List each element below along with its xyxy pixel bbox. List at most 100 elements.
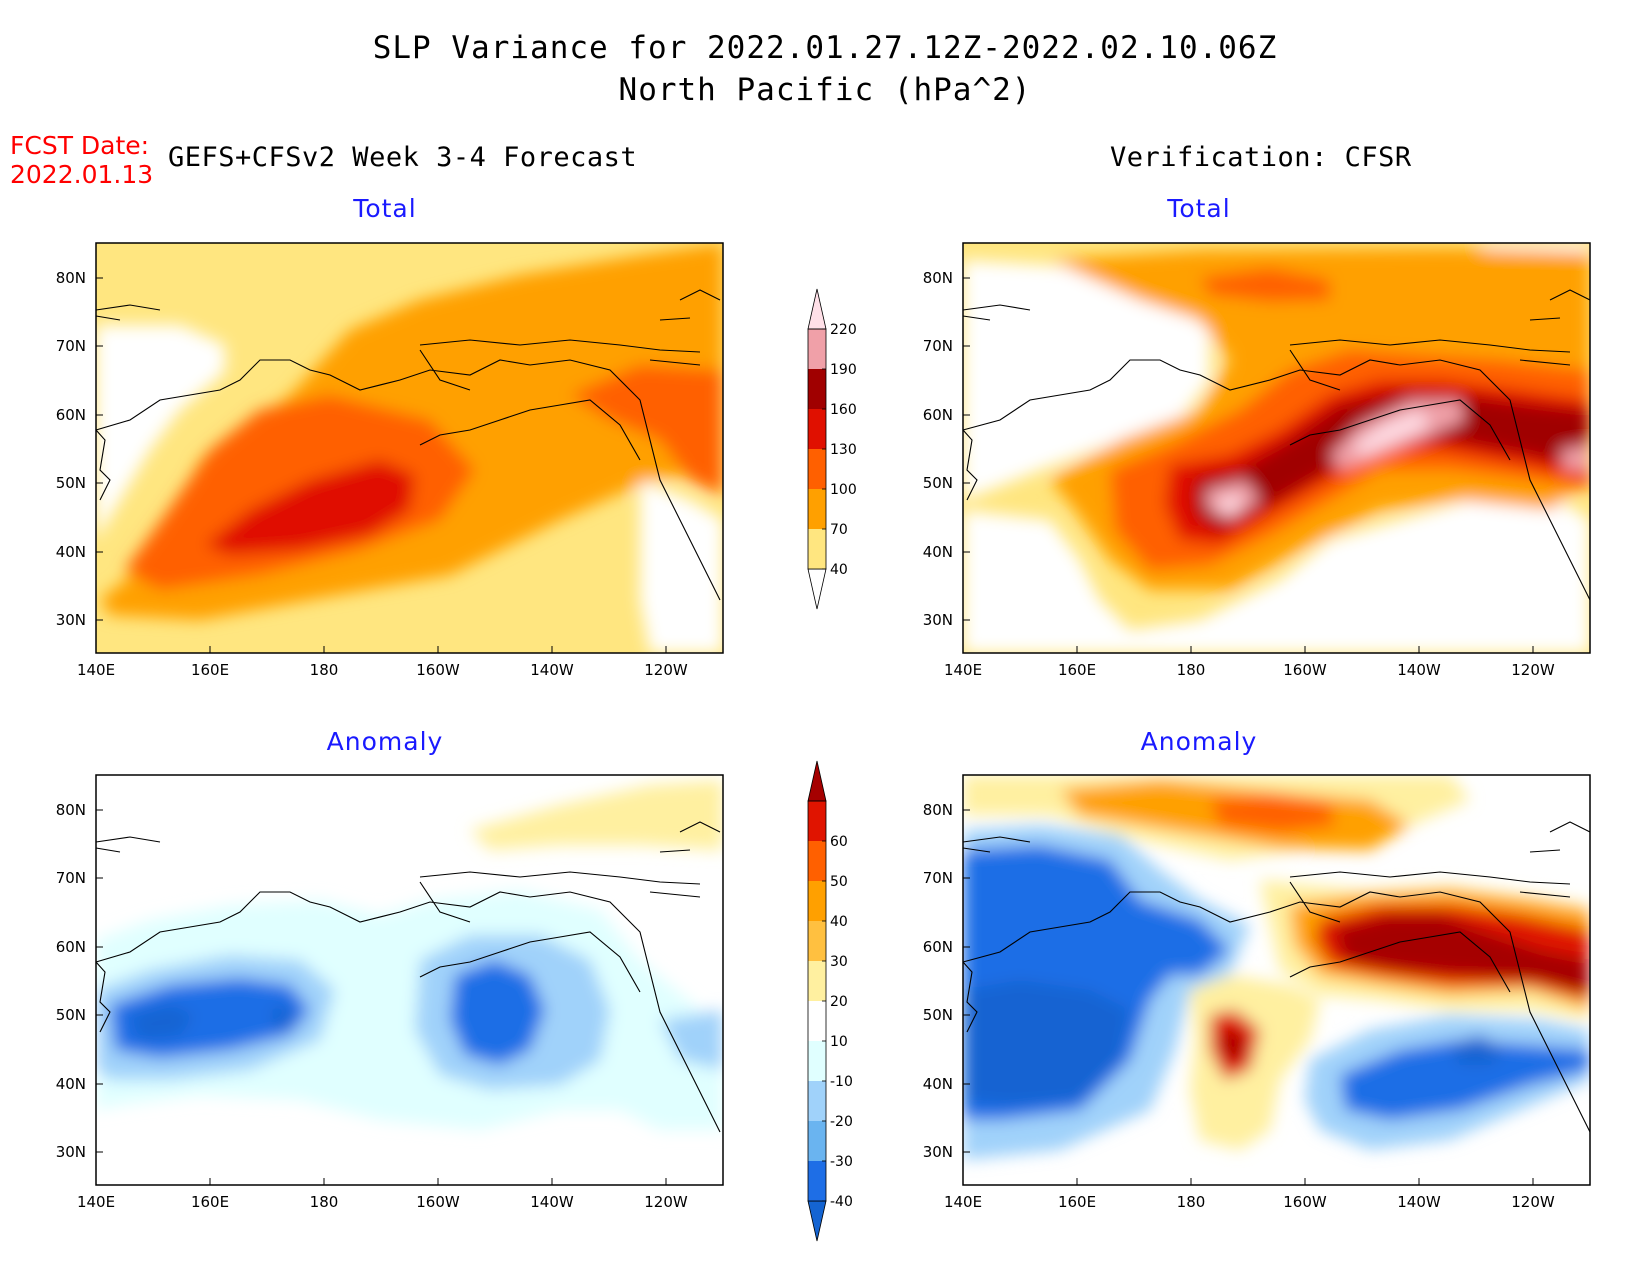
verification-anomaly-contour-50-north	[1210, 795, 1335, 832]
forecast-anomaly-lat-label: 80N	[56, 801, 86, 819]
verification-anomaly-lat-label: 30N	[923, 1143, 953, 1161]
colorbar-total: 40 70 100 130 160 190 220	[807, 288, 857, 610]
forecast-anomaly-frame	[95, 774, 724, 1186]
verification-total-white-region	[963, 260, 1210, 500]
verification-total-lat-label: 30N	[923, 611, 953, 629]
forecast-anomaly-lat-label: 70N	[56, 869, 86, 887]
colorbar-anomaly-bin	[807, 1200, 827, 1242]
verification-anomaly-ridge-core	[1220, 1030, 1245, 1062]
colorbar-total-bin	[808, 449, 826, 489]
colorbar-anomaly-label: 50	[830, 874, 848, 890]
colorbar-anomaly: -40 -30 -20 -10 10 20 30 40 50 60	[807, 760, 853, 1242]
verification-anomaly-title: Anomaly	[1140, 727, 1258, 756]
forecast-total-lat-label: 70N	[56, 337, 86, 355]
forecast-anomaly-lon-label: 160W	[416, 1193, 460, 1211]
verification-total-lon-label: 140W	[1397, 661, 1441, 679]
forecast-total-lat-label: 50N	[56, 474, 86, 492]
verification-anomaly-contour-minus40-west	[963, 980, 1130, 1105]
colorbar-anomaly-bin	[808, 1081, 826, 1121]
colorbar-anomaly-bin	[808, 1161, 826, 1201]
verification-anomaly-frame	[962, 774, 1591, 1186]
colorbar-total-label: 100	[830, 482, 857, 498]
verification-anomaly-lon-label: 140E	[944, 1193, 982, 1211]
colorbar-anomaly-label: -20	[830, 1114, 853, 1130]
forecast-column-header: GEFS+CFSv2 Week 3-4 Forecast	[168, 142, 638, 173]
colorbar-anomaly-bin	[808, 841, 826, 881]
colorbar-total-label: 40	[830, 562, 848, 578]
figure-subtitle: North Pacific (hPa^2)	[618, 72, 1032, 108]
coastline-bottom-left	[95, 821, 721, 1133]
forecast-total-lat-label: 60N	[56, 406, 86, 424]
colorbar-anomaly-bin	[808, 1001, 826, 1041]
forecast-total-title: Total	[353, 194, 417, 223]
forecast-total-lon-label: 160E	[191, 661, 229, 679]
forecast-anomaly-lon-label: 180	[310, 1193, 339, 1211]
verification-total-lon-label: 140E	[944, 661, 982, 679]
colorbar-total-bin	[808, 329, 826, 369]
forecast-total-lon-label: 180	[310, 661, 339, 679]
verification-anomaly-lon-label: 120W	[1511, 1193, 1555, 1211]
forecast-total-map	[96, 243, 723, 653]
verification-total-lat-label: 60N	[923, 406, 953, 424]
forecast-anomaly-lon-label: 140W	[530, 1193, 574, 1211]
verification-total-title: Total	[1167, 194, 1231, 223]
colorbar-anomaly-bin	[808, 1041, 826, 1081]
colorbar-total-label: 220	[830, 322, 857, 338]
coastline-top-right	[962, 289, 1591, 601]
verification-anomaly-lon-label: 160W	[1283, 1193, 1327, 1211]
colorbar-anomaly-label: -10	[830, 1074, 853, 1090]
verification-total-contour-220	[1220, 412, 1430, 512]
colorbar-anomaly-label: 30	[830, 954, 848, 970]
axis-layer: 140E 160E 180 160W 140W 120W 80N 70N 60N 50N 40N 30…	[56, 269, 1555, 1211]
forecast-anomaly-contour-minus20-coast	[660, 1010, 723, 1070]
figure-title: SLP Variance for 2022.01.27.12Z-2022.02.…	[372, 30, 1278, 66]
forecast-anomaly-contour-minus30-east	[450, 960, 545, 1065]
colorbar-total-bin	[807, 288, 827, 330]
verification-total-lat-label: 80N	[923, 269, 953, 287]
colorbar-anomaly-label: -40	[830, 1194, 853, 1210]
verification-total-lat-label: 50N	[923, 474, 953, 492]
verification-anomaly-contour-60	[1335, 915, 1590, 995]
colorbar-total-bin	[808, 529, 826, 569]
forecast-anomaly-lat-label: 40N	[56, 1075, 86, 1093]
forecast-anomaly-lat-label: 30N	[56, 1143, 86, 1161]
verification-anomaly-map	[963, 775, 1590, 1185]
forecast-anomaly-contour-minus40	[130, 1005, 295, 1040]
verification-anomaly-lon-label: 180	[1177, 1193, 1206, 1211]
verification-total-lon-label: 180	[1177, 661, 1206, 679]
colorbar-total-bin	[808, 409, 826, 449]
verification-anomaly-lon-label: 160E	[1058, 1193, 1096, 1211]
colorbar-anomaly-label: 10	[830, 1034, 848, 1050]
verification-anomaly-lat-label: 40N	[923, 1075, 953, 1093]
colorbar-anomaly-bin	[808, 1121, 826, 1161]
coastlines	[95, 289, 1591, 1133]
forecast-total-lon-label: 140E	[77, 661, 115, 679]
verification-anomaly-lat-label: 50N	[923, 1006, 953, 1024]
colorbar-total-label: 190	[830, 362, 857, 378]
forecast-total-white-region	[96, 325, 225, 540]
forecast-anomaly-map	[96, 775, 723, 1185]
forecast-anomaly-lon-label: 160E	[191, 1193, 229, 1211]
colorbar-anomaly-bin	[808, 961, 826, 1001]
verification-total-lon-label: 160E	[1058, 661, 1096, 679]
verification-total-lat-label: 70N	[923, 337, 953, 355]
forecast-date-value: 2022.01.13	[10, 160, 154, 189]
colorbar-anomaly-label: 40	[830, 914, 848, 930]
forecast-anomaly-lat-label: 60N	[56, 938, 86, 956]
verification-total-map	[963, 243, 1590, 653]
verification-anomaly-lat-label: 80N	[923, 801, 953, 819]
colorbar-anomaly-label: -30	[830, 1154, 853, 1170]
verification-anomaly-lon-label: 140W	[1397, 1193, 1441, 1211]
forecast-date-label: FCST Date:	[10, 131, 150, 160]
colorbar-anomaly-bin	[807, 760, 827, 802]
forecast-anomaly-positive-north	[470, 780, 723, 850]
forecast-total-lat-label: 30N	[56, 611, 86, 629]
verification-total-contour-100-north	[1200, 268, 1330, 302]
forecast-total-lat-label: 40N	[56, 543, 86, 561]
verification-anomaly-lat-label: 70N	[923, 869, 953, 887]
forecast-total-white-america	[640, 480, 723, 653]
forecast-anomaly-lon-label: 120W	[644, 1193, 688, 1211]
verification-total-lat-label: 40N	[923, 543, 953, 561]
colorbar-anomaly-bin	[808, 801, 826, 841]
